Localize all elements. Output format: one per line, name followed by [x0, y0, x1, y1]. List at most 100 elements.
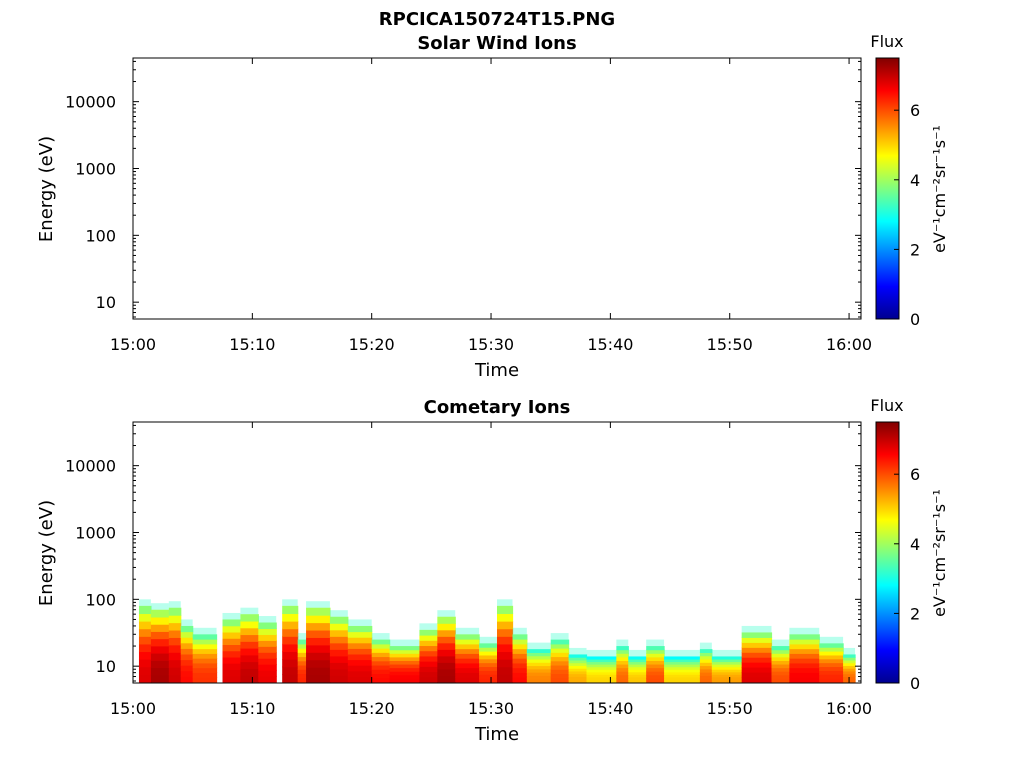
flux-cell [258, 616, 277, 623]
flux-cell [664, 676, 701, 680]
flux-cell [437, 629, 456, 637]
flux-cell [240, 641, 259, 649]
flux-cell [329, 616, 349, 624]
flux-burst [479, 636, 498, 683]
flux-cell [616, 674, 629, 679]
flux-cell [419, 640, 438, 647]
flux-cell [282, 628, 299, 637]
flux-burst [819, 636, 844, 683]
flux-cell [497, 659, 514, 668]
flux-cell [479, 654, 498, 660]
flux-cell [347, 637, 373, 644]
flux-cell [819, 670, 844, 675]
flux-cell [347, 642, 373, 649]
flux-cell [526, 665, 552, 670]
flux-cell [192, 653, 218, 659]
flux-cell [664, 669, 701, 673]
flux-cell [180, 676, 194, 683]
flux-cell [479, 678, 498, 683]
flux-cell [258, 622, 277, 630]
flux-cell [741, 671, 773, 678]
flux-cell [568, 647, 587, 655]
flux-cell [297, 643, 307, 649]
flux-cell [550, 648, 570, 653]
x-axis: 15:00 15:10 15:20 15:30 15:40 15:50 16:00 [110, 58, 872, 354]
flux-cell [646, 653, 665, 658]
colorbar-gradient [875, 421, 900, 684]
flux-cell [497, 643, 514, 653]
flux-burst [497, 599, 514, 683]
flux-cell [568, 662, 588, 666]
flux-burst [741, 625, 773, 683]
flux-burst [664, 649, 701, 683]
flux-cell [789, 639, 820, 645]
flux-cell [479, 658, 498, 664]
colorbar-tick-label: 4 [910, 171, 920, 190]
flux-burst [180, 619, 194, 683]
flux-cell [168, 607, 182, 616]
flux-cell [771, 678, 790, 683]
flux-cell [819, 678, 844, 683]
flux-cell [150, 603, 169, 610]
flux-cell [789, 653, 820, 659]
flux-cell [138, 651, 152, 660]
flux-cell [711, 664, 743, 668]
flux-cell [771, 649, 790, 654]
flux-cell [568, 657, 588, 661]
x-tick-label: 15:40 [587, 335, 633, 354]
flux-cell [150, 624, 170, 632]
flux-cell [586, 649, 617, 657]
y-tick-label: 100 [85, 226, 116, 245]
flux-cell [711, 649, 742, 657]
flux-cell [711, 679, 743, 683]
colorbar-tick-label: 2 [910, 604, 920, 623]
flux-cell [389, 678, 421, 683]
flux-cell [437, 642, 456, 650]
flux-cell [389, 639, 420, 647]
flux-cell [819, 636, 844, 644]
flux-cell [437, 623, 456, 631]
flux-cell [297, 639, 307, 645]
flux-burst [526, 642, 552, 683]
flux-burst [455, 627, 480, 683]
flux-cell [168, 629, 182, 638]
flux-cell [550, 633, 569, 640]
colorbar-tick-label: 2 [910, 240, 920, 259]
flux-cell [240, 627, 259, 636]
y-tick-label: 100 [85, 590, 116, 609]
flux-cell [526, 649, 552, 653]
flux-cell [616, 667, 629, 672]
flux-burst [628, 649, 647, 683]
flux-cell [389, 646, 421, 651]
flux-cell [741, 632, 773, 638]
flux-cell [771, 674, 790, 679]
flux-burst [150, 603, 170, 683]
flux-cell [479, 643, 498, 648]
flux-cell [180, 642, 194, 649]
flux-cell [282, 666, 299, 675]
flux-cell [306, 674, 331, 683]
flux-cell [628, 649, 647, 657]
flux-cell [192, 667, 218, 673]
flux-cell [526, 658, 552, 663]
x-tick-label: 15:50 [707, 335, 753, 354]
flux-cell [282, 636, 299, 645]
flux-cell [150, 631, 170, 640]
flux-cell [240, 668, 259, 676]
flux-cell [329, 668, 349, 676]
flux-cell [789, 672, 820, 678]
flux-cell [771, 660, 790, 665]
x-tick-label: 15:10 [229, 335, 275, 354]
flux-cell [497, 666, 514, 675]
flux-cell [664, 664, 701, 668]
flux-cell [586, 676, 617, 680]
flux-cell [843, 665, 856, 669]
flux-cell [455, 653, 480, 659]
flux-cell [664, 658, 701, 663]
flux-cell [497, 613, 514, 622]
flux-cell [789, 643, 820, 650]
x-tick-label: 15:20 [349, 335, 395, 354]
flux-cell [628, 669, 647, 673]
x-axis-label: Time [474, 360, 519, 381]
